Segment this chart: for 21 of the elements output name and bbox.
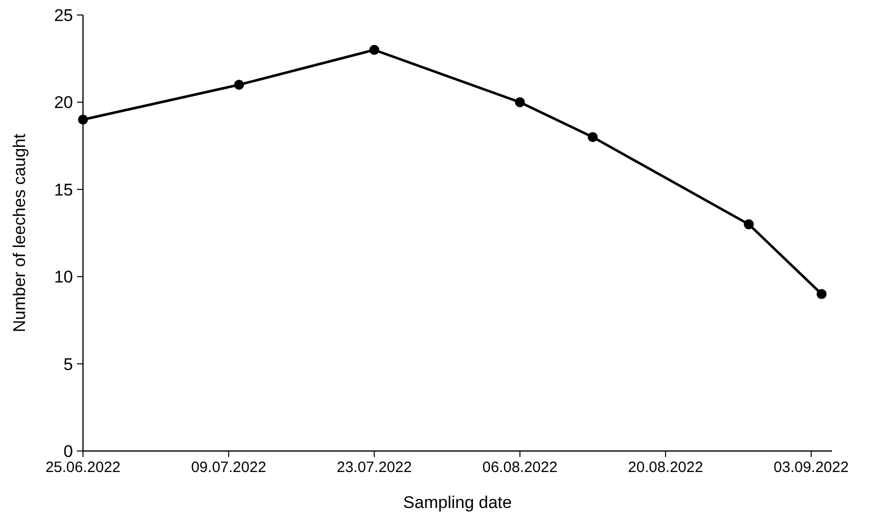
x-tick-label: 03.09.2022 — [774, 459, 849, 476]
y-tick-label: 5 — [64, 354, 73, 374]
point — [816, 289, 827, 300]
x-tick-label: 25.06.2022 — [45, 459, 121, 476]
point — [234, 80, 244, 90]
x-tick-label: 09.07.2022 — [191, 459, 266, 476]
y-tick-label: 15 — [54, 180, 73, 200]
point — [514, 97, 525, 108]
point — [78, 114, 88, 125]
x-tick-label: 20.08.2022 — [628, 459, 704, 476]
point — [588, 132, 598, 142]
x-tick-label: 06.08.2022 — [482, 459, 558, 476]
y-tick-label: 10 — [54, 268, 73, 287]
y-tick-label: 0 — [64, 442, 73, 461]
point — [744, 219, 754, 230]
point — [369, 44, 380, 55]
x-tick-label: 23.07.2022 — [336, 459, 412, 476]
y-axis-title: Number of leeches caught — [10, 134, 29, 332]
y-tick-label: 25 — [54, 6, 73, 25]
y-tick-label: 20 — [54, 93, 73, 112]
x-axis-title: Sampling date — [403, 493, 512, 512]
